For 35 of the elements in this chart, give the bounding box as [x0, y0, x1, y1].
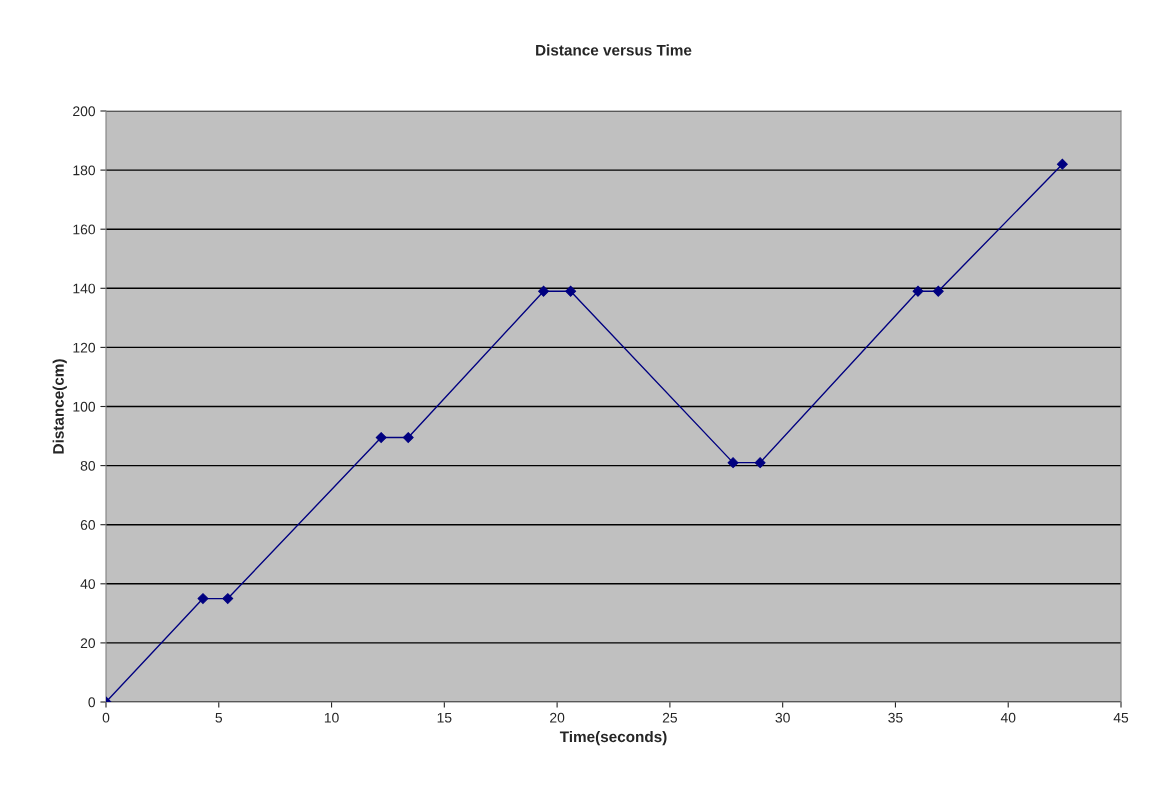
x-tick-label: 25	[662, 712, 678, 723]
x-tick-label: 40	[1000, 712, 1016, 723]
point	[222, 593, 234, 605]
point	[727, 457, 739, 469]
point	[912, 285, 924, 297]
point	[197, 593, 209, 605]
y-tick-label: 140	[73, 283, 96, 294]
point	[754, 457, 766, 469]
y-tick-label: 20	[80, 638, 96, 649]
x-tick-label: 15	[437, 712, 452, 723]
y-tick-label: 120	[73, 342, 96, 353]
chart-title: Distance versus Time	[536, 44, 692, 56]
x-tick-label: 5	[215, 712, 223, 723]
x-tick-label: 0	[102, 712, 110, 723]
y-axis-title: Distance(cm)	[52, 359, 67, 454]
x-tick-label: 30	[775, 712, 790, 723]
y-tick-label: 100	[73, 401, 96, 412]
y-tick-label: 160	[73, 224, 96, 235]
x-tick-label: 10	[324, 712, 339, 723]
y-tick-label: 180	[73, 165, 96, 176]
x-tick-label: 45	[1113, 712, 1129, 723]
y-tick-label: 80	[80, 460, 96, 471]
y-tick-label: 60	[80, 520, 96, 530]
x-tick-label: 35	[888, 712, 903, 723]
point	[1056, 158, 1068, 170]
x-tick-label: 20	[550, 712, 565, 723]
point	[402, 432, 414, 443]
x-axis-title: Time(seconds)	[559, 730, 667, 746]
y-tick-label: 40	[80, 579, 96, 589]
point	[932, 285, 944, 297]
point	[565, 285, 577, 297]
point	[375, 432, 387, 443]
y-tick-label: 0	[88, 697, 96, 708]
point	[538, 285, 550, 297]
y-tick-label: 200	[73, 106, 96, 117]
